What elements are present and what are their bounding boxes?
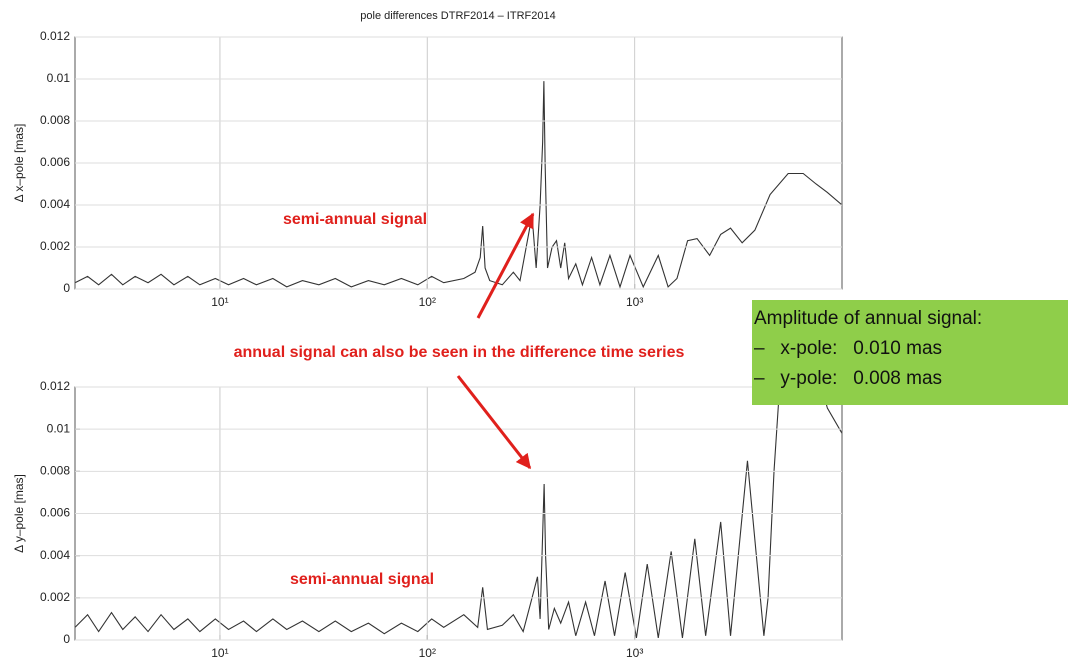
box-title: Amplitude of annual signal: <box>754 308 983 329</box>
annotation: semi-annual signal <box>290 571 434 588</box>
annotation: semi-annual signal <box>283 211 427 228</box>
chart-title: pole differences DTRF2014 – ITRF2014 <box>360 10 555 22</box>
item-value: 0.010 mas <box>853 338 943 359</box>
annotation-box: Amplitude of annual signal: – x-pole: 0.… <box>752 300 1068 405</box>
y-tick-label: 0 <box>63 632 70 646</box>
item-value: 0.008 mas <box>853 368 943 389</box>
bullet: – <box>754 368 765 389</box>
y-axis-label: Δ x–pole [mas] <box>12 124 26 203</box>
arrow <box>456 375 532 470</box>
y-axis-label: Δ y–pole [mas] <box>12 474 26 553</box>
arrow <box>476 212 535 319</box>
item-label: y-pole: <box>780 368 838 389</box>
bullet: – <box>754 338 765 359</box>
y-tick-label: 0.006 <box>40 506 70 520</box>
y-tick-label: 0.002 <box>40 590 70 604</box>
y-tick-label: 0.008 <box>40 464 70 478</box>
y-tick-label: 0.012 <box>40 29 70 43</box>
series-line <box>75 387 842 638</box>
y-tick-label: 0.01 <box>47 71 71 85</box>
box-item: – y-pole: 0.008 mas <box>754 364 1068 394</box>
y-tick-label: 0.002 <box>40 239 70 253</box>
y-tick-label: 0.004 <box>40 197 70 211</box>
x-tick-label: 10² <box>419 646 436 660</box>
x-tick-label: 10³ <box>626 646 643 660</box>
y-tick-label: 0.01 <box>47 421 71 435</box>
box-item: – x-pole: 0.010 mas <box>754 334 1068 364</box>
y-tick-label: 0 <box>63 281 70 295</box>
x-tick-label: 10¹ <box>211 646 228 660</box>
y-tick-label: 0.012 <box>40 379 70 393</box>
x-tick-label: 10¹ <box>211 295 228 309</box>
y-tick-label: 0.004 <box>40 548 70 562</box>
x-tick-label: 10³ <box>626 295 643 309</box>
annotation: annual signal can also be seen in the di… <box>234 344 685 361</box>
y-tick-label: 0.006 <box>40 155 70 169</box>
item-label: x-pole: <box>780 338 838 359</box>
y-tick-label: 0.008 <box>40 113 70 127</box>
x-tick-label: 10² <box>419 295 436 309</box>
